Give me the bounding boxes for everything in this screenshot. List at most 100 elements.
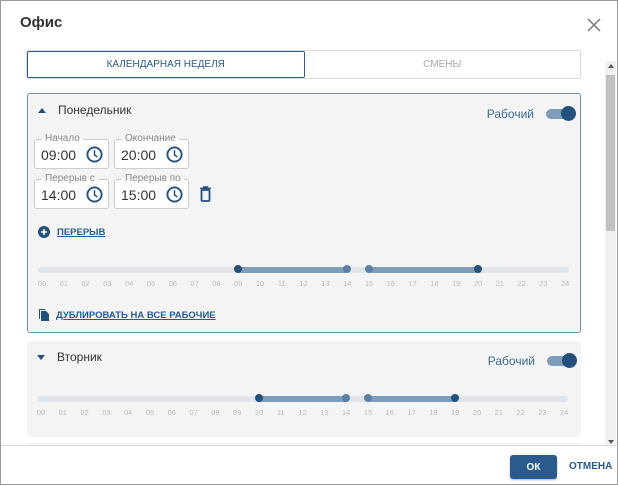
field-label: Перерыв по	[122, 173, 184, 185]
hour-tick-label: 05	[145, 408, 155, 417]
hour-tick-label: 08	[212, 279, 221, 288]
hour-tick-label: 12	[298, 408, 307, 417]
working-toggle[interactable]	[546, 106, 576, 121]
hour-tick-label: 08	[211, 408, 220, 417]
hour-tick-label: 01	[58, 408, 67, 417]
dialog-title: Офис	[20, 14, 63, 31]
hour-tick-label: 10	[254, 408, 264, 417]
hour-tick-label: 15	[364, 279, 374, 288]
copy-icon	[39, 309, 49, 321]
plus-circle-icon	[38, 226, 50, 238]
hour-tick-label: 23	[538, 408, 547, 417]
duplicate-link[interactable]: ДУБЛИРОВАТЬ НА ВСЕ РАБОЧИЕ	[38, 308, 216, 322]
clock-icon[interactable]	[86, 146, 103, 163]
hour-tick-label: 03	[103, 279, 112, 288]
timeline-segment	[259, 396, 347, 402]
hour-tick-label: 02	[81, 279, 90, 288]
timeline-segment	[368, 396, 456, 402]
cancel-button[interactable]: ОТМЕНА	[569, 461, 613, 472]
hour-tick-label: 21	[495, 279, 504, 288]
hour-tick-label: 01	[59, 279, 68, 288]
add-break-label: ПЕРЕРЫВ	[57, 226, 106, 238]
field-value: 15:00	[121, 187, 157, 203]
hour-tick-label: 16	[386, 279, 395, 288]
hour-tick-label: 21	[494, 408, 503, 417]
timeline-handle[interactable]	[255, 394, 263, 402]
end-time-field[interactable]: Окончание 20:00	[114, 133, 189, 169]
hour-tick-label: 14	[342, 408, 351, 417]
day-header-tuesday[interactable]: Вторник	[37, 350, 102, 364]
field-label: Перерыв с	[42, 173, 98, 185]
field-value: 20:00	[121, 147, 157, 163]
timeline-segment	[238, 267, 348, 273]
timeline-handle[interactable]	[343, 265, 352, 273]
clock-icon[interactable]	[86, 186, 103, 203]
working-toggle[interactable]	[547, 353, 577, 368]
day-name: Вторник	[57, 350, 102, 364]
timeline-handle[interactable]	[342, 394, 351, 402]
ok-button[interactable]: ОК	[510, 455, 557, 479]
hour-tick-label: 23	[539, 279, 548, 288]
scroll-up-icon[interactable]	[608, 64, 614, 68]
tabs: КАЛЕНДАРНАЯ НЕДЕЛЯ СМЕНЫ	[26, 50, 581, 79]
scrollbar-thumb[interactable]	[606, 75, 615, 231]
trash-icon[interactable]	[199, 186, 212, 202]
hour-tick-label: 19	[451, 408, 460, 417]
hour-tick-label: 06	[168, 279, 177, 288]
hour-tick-label: 04	[125, 279, 134, 288]
day-header-monday[interactable]: Понедельник	[38, 103, 131, 117]
timeline-monday: 00 01 02 03 04 05 06 07 08 09 10 11 12 13 14 15 16 17 18 19…	[38, 264, 569, 294]
hour-tick-label: 05	[146, 279, 156, 288]
hour-tick-label: 04	[124, 408, 133, 417]
day-card-next	[27, 443, 581, 446]
field-label: Начало	[42, 133, 83, 145]
hour-tick-label: 13	[320, 408, 329, 417]
close-icon[interactable]	[586, 17, 602, 33]
hour-tick-label: 14	[343, 279, 352, 288]
field-value: 14:00	[41, 187, 77, 203]
timeline-handle[interactable]	[365, 265, 373, 273]
hour-tick-label: 13	[321, 279, 330, 288]
day-card-tuesday: Вторник Рабочий 00 01 02 03 04 05 06 07 08 09 10 11…	[27, 341, 581, 437]
add-break-link[interactable]: ПЕРЕРЫВ	[38, 226, 105, 238]
working-label: Рабочий	[486, 107, 534, 121]
working-label: Рабочий	[487, 354, 535, 368]
hour-tick-label: 11	[277, 279, 286, 288]
timeline-handle[interactable]	[234, 265, 243, 273]
timeline-tuesday: 00 01 02 03 04 05 06 07 08 09 10 11 12 13 14 15 16 17 18 19…	[37, 393, 568, 423]
hour-tick-label: 02	[80, 408, 89, 417]
hour-tick-label: 22	[517, 279, 526, 288]
hour-tick-label: 24	[561, 279, 570, 288]
timeline-handle[interactable]	[474, 265, 482, 273]
tab-shifts[interactable]: СМЕНЫ	[423, 59, 462, 70]
day-card-monday: Понедельник Рабочий Начало 09:00 Окончани…	[27, 93, 581, 333]
break-to-field[interactable]: Перерыв по 15:00	[114, 173, 189, 209]
timeline-segment	[369, 267, 478, 273]
start-time-field[interactable]: Начало 09:00	[34, 133, 109, 169]
hour-tick-label: 19	[452, 279, 461, 288]
scrollbar[interactable]	[605, 61, 616, 447]
hour-tick-label: 22	[516, 408, 525, 417]
hour-tick-label: 24	[560, 408, 569, 417]
clock-icon[interactable]	[166, 186, 183, 203]
hour-tick-label: 18	[430, 279, 439, 288]
hour-tick-label: 11	[276, 408, 285, 417]
hour-tick-label: 20	[473, 279, 483, 288]
timeline-handle[interactable]	[451, 394, 460, 402]
scroll-down-icon[interactable]	[608, 440, 614, 444]
hour-tick-label: 10	[255, 279, 265, 288]
day-name: Понедельник	[58, 103, 132, 117]
hour-tick-label: 09	[234, 279, 243, 288]
timeline-handle[interactable]	[364, 394, 372, 402]
caret-down-icon	[37, 354, 45, 360]
clock-icon[interactable]	[166, 146, 183, 163]
hour-tick-label: 07	[190, 279, 199, 288]
hour-tick-label: 06	[167, 408, 176, 417]
field-label: Окончание	[122, 133, 179, 145]
hour-tick-label: 15	[363, 408, 373, 417]
tab-calendar-week[interactable]: КАЛЕНДАРНАЯ НЕДЕЛЯ	[27, 51, 305, 78]
hour-tick-label: 20	[472, 408, 482, 417]
caret-up-icon	[38, 107, 46, 113]
break-from-field[interactable]: Перерыв с 14:00	[34, 173, 109, 209]
